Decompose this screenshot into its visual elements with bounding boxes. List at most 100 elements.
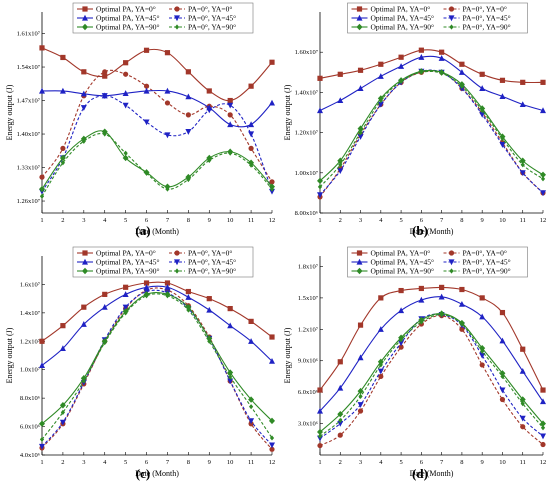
data-point (540, 176, 546, 182)
series-3 (39, 87, 275, 128)
data-point (398, 340, 405, 347)
data-point (81, 378, 86, 384)
x-tick-label: 11 (520, 217, 526, 224)
x-tick-label: 5 (124, 459, 127, 466)
series-6 (317, 312, 546, 439)
x-tick-label: 3 (359, 459, 362, 466)
legend-label: Optimal PA, YA=90° (371, 23, 435, 32)
legend-label: Optimal PA, YA=0° (96, 249, 156, 258)
data-point (378, 373, 384, 380)
data-point (269, 99, 275, 106)
data-point (185, 303, 192, 311)
data-point (418, 285, 424, 292)
data-point (269, 59, 275, 65)
series-line (319, 315, 544, 447)
data-point (60, 409, 66, 415)
data-point (59, 419, 66, 426)
data-point (357, 354, 364, 361)
legend-entry: PA=0°, YA=0° (169, 249, 232, 258)
series-line (319, 69, 544, 196)
data-point (519, 415, 526, 422)
legend-label: PA=0°, YA=45° (188, 258, 236, 267)
legend-entry: Optimal PA, YA=45° (351, 14, 434, 23)
y-axis-title: Energy output (J) (283, 84, 292, 140)
data-point (123, 310, 128, 316)
legend-label: PA=0°, YA=90° (463, 267, 511, 276)
data-point (206, 296, 212, 302)
data-point (540, 387, 546, 393)
data-point (540, 107, 546, 114)
x-tick-label: 6 (145, 459, 149, 466)
legend-marker (174, 6, 180, 12)
series-line (41, 69, 273, 183)
y-tick-label: 1.20x10⁷ (295, 130, 318, 137)
data-point (520, 346, 526, 352)
panel-4: 1 2 3 4 5 6 7 8 9 10 11 123.0x10⁶6.0x10⁶9.0x10⁶1.2x… (283, 246, 547, 481)
data-point (269, 442, 275, 449)
data-point (248, 121, 255, 128)
data-point (419, 319, 424, 325)
series-4 (39, 288, 275, 450)
data-point (143, 280, 150, 286)
data-point (186, 307, 191, 313)
legend-marker (448, 15, 455, 22)
data-point (144, 293, 149, 299)
x-axis-title: Date (Month) (135, 227, 179, 236)
y-tick-label: 6.0x10⁶ (20, 424, 40, 431)
legend-label: PA=0°, YA=90° (188, 267, 236, 276)
series-line (41, 287, 273, 450)
data-point (122, 304, 129, 311)
x-tick-label: 2 (61, 217, 64, 224)
series-line (319, 69, 544, 182)
series-5 (39, 128, 275, 193)
data-point (540, 433, 546, 440)
data-point (499, 93, 506, 100)
legend-label: PA=0°, YA=90° (463, 23, 511, 32)
legend-entry: PA=0°, YA=90° (169, 267, 236, 276)
series-4 (39, 93, 275, 195)
data-point (59, 402, 66, 409)
data-point (39, 193, 45, 199)
x-tick-label: 5 (124, 217, 127, 224)
data-point (59, 87, 66, 94)
y-axis-title: Energy output (J) (5, 327, 14, 383)
data-point (207, 338, 212, 344)
data-point (101, 303, 108, 310)
data-point (398, 337, 404, 343)
legend-entry: PA=0°, YA=90° (443, 267, 511, 276)
data-point (60, 145, 66, 151)
data-point (164, 280, 171, 286)
data-point (80, 375, 87, 382)
data-point (165, 186, 170, 192)
data-point (439, 284, 445, 291)
data-point (479, 313, 486, 320)
series-line (41, 95, 273, 192)
data-point (317, 192, 323, 199)
x-tick-label: 12 (269, 459, 276, 466)
data-point (123, 60, 129, 66)
data-point (540, 79, 546, 85)
data-point (540, 398, 546, 405)
data-point (357, 67, 364, 73)
data-point (540, 171, 546, 179)
series-2 (317, 69, 546, 200)
data-point (317, 75, 323, 81)
data-point (227, 102, 234, 109)
x-tick-label: 9 (208, 459, 211, 466)
series-line (41, 133, 273, 197)
data-point (519, 170, 526, 176)
data-point (317, 442, 323, 449)
x-tick-label: 12 (269, 217, 276, 224)
data-point (418, 47, 424, 53)
data-point (458, 69, 465, 75)
x-tick-label: 11 (248, 217, 254, 224)
series-line (319, 49, 544, 84)
data-point (398, 63, 405, 69)
data-point (540, 190, 546, 197)
data-point (480, 107, 485, 114)
x-tick-label: 12 (540, 459, 547, 466)
data-point (459, 286, 465, 293)
data-point (317, 107, 323, 114)
data-point (144, 170, 149, 176)
series-line (41, 130, 273, 190)
